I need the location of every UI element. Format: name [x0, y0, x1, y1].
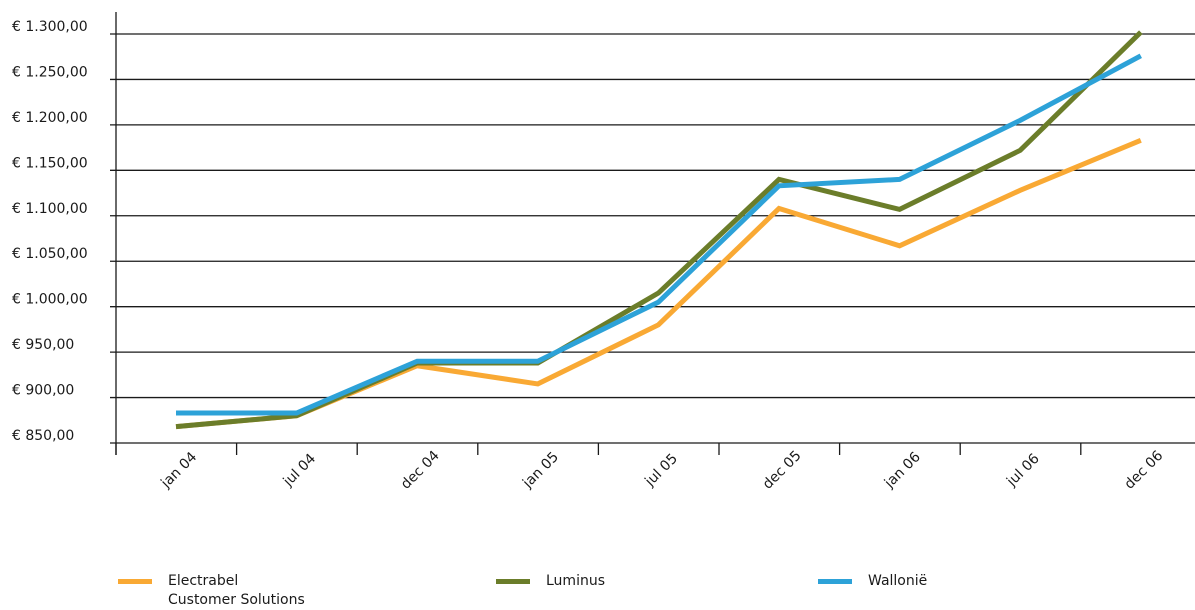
y-tick-label: € 1.300,00 — [12, 19, 88, 35]
x-tick-label: jan 04 — [157, 449, 200, 492]
y-tick-label: € 850,00 — [12, 428, 74, 444]
y-tick-label: € 950,00 — [12, 337, 74, 353]
legend-label-wallonie: Wallonië — [868, 573, 928, 589]
x-tick-label: jan 05 — [519, 449, 562, 492]
y-tick-label: € 900,00 — [12, 383, 74, 399]
x-tick-label: jul 04 — [280, 451, 320, 491]
x-tick-labels: jan 04 jul 04 dec 04 jan 05 jul 05 dec 05 jan … — [157, 448, 1166, 493]
x-tick-label: dec 04 — [398, 448, 443, 493]
series-line-1 — [175, 138, 1142, 430]
legend-swatch-wallonie — [818, 579, 852, 584]
gridlines — [110, 33, 1195, 444]
x-tick-label: jan 06 — [881, 449, 924, 492]
legend-label-electrabel: Electrabel Customer Solutions — [168, 573, 305, 608]
legend-item-luminus: Luminus — [496, 572, 605, 591]
axes — [115, 12, 1082, 455]
y-tick-labels: € 850,00 € 900,00 € 950,00 € 1.000,00 € 1.05… — [12, 19, 88, 444]
y-tick-label: € 1.000,00 — [12, 292, 88, 308]
legend-label-luminus: Luminus — [546, 573, 605, 589]
x-tick-label: dec 05 — [760, 448, 805, 493]
y-tick-label: € 1.150,00 — [12, 155, 88, 171]
series-line-2 — [175, 30, 1143, 430]
y-tick-label: € 1.250,00 — [12, 64, 88, 80]
y-tick-label: € 1.100,00 — [12, 201, 88, 217]
legend-swatch-electrabel — [118, 579, 152, 584]
series-line-3 — [176, 53, 1142, 416]
line-chart: € 850,00 € 900,00 € 950,00 € 1.000,00 € 1.05… — [12, 12, 1195, 493]
x-tick-label: jul 05 — [641, 451, 681, 491]
y-tick-label: € 1.200,00 — [12, 110, 88, 126]
legend-item-electrabel: Electrabel Customer Solutions — [118, 572, 305, 610]
x-tick-label: dec 06 — [1122, 448, 1167, 493]
legend-item-wallonie: Wallonië — [818, 572, 927, 591]
x-tick-label: jul 06 — [1003, 451, 1043, 491]
y-tick-label: € 1.050,00 — [12, 246, 88, 262]
series-lines — [175, 30, 1143, 430]
legend-swatch-luminus — [496, 579, 530, 584]
